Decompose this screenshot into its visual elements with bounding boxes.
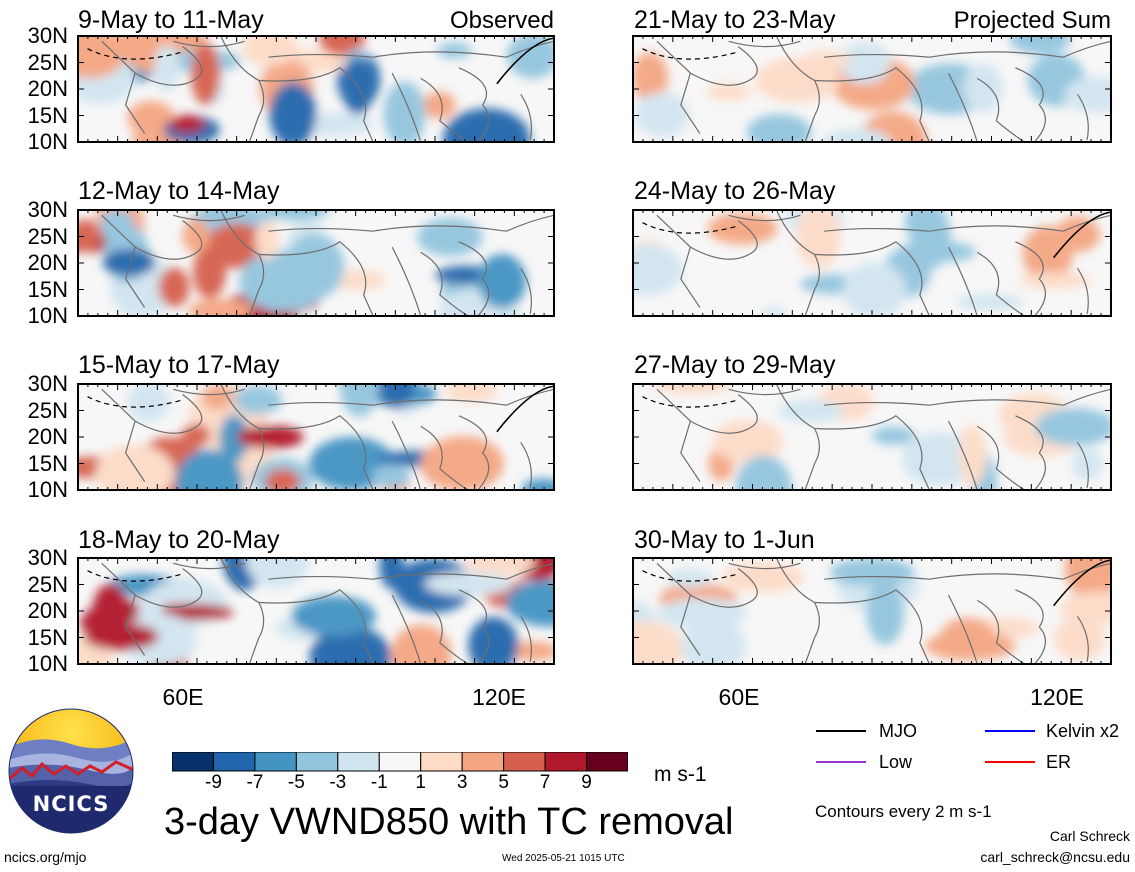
lat-label: 10N [27,651,68,676]
map-panel [632,209,1112,317]
lat-label: 25N [27,571,68,597]
logo-text: NCICS [32,792,110,816]
colorbar-tick-label: -7 [246,772,264,793]
legend-mjo: MJO [879,721,917,741]
panel-title: 18-May to 20-May [78,526,280,554]
map-panel [632,35,1112,143]
lat-label: 10N [27,303,68,328]
lon-label: 60E [718,684,760,710]
lat-label: 15N [27,450,68,476]
legend-swatches-right [985,730,1035,763]
lat-label: 20N [27,424,68,449]
panel-label: Observed [449,7,554,34]
lat-label: 15N [27,624,68,650]
colorbar-tick-label: -1 [370,772,388,793]
colorbar-tick-label: 1 [415,772,426,793]
panel-label: Projected Sum [953,7,1111,34]
map-panel [77,209,555,317]
panel-title: 24-May to 26-May [634,177,836,205]
lat-label: 20N [27,598,68,623]
footer-url: ncics.org/mjo [4,849,87,865]
legend-er: ER [1046,752,1072,772]
lat-label: 15N [27,102,68,128]
colorbar-tick-label: -3 [329,772,347,793]
footer-timestamp: Wed 2025-05-21 1015 UTC [502,853,625,864]
colorbar-tick-label: 9 [581,772,592,793]
map-panel [77,557,555,665]
colorbar-swatch [461,752,505,772]
logo-icon [8,708,134,834]
lon-label: 60E [162,684,204,710]
legend-swatches-left [816,730,866,763]
colorbar-tick-label: -5 [287,772,305,793]
lat-label: 30N [27,197,68,222]
map-panel [632,557,1112,665]
lat-label: 10N [27,129,68,154]
lat-label: 30N [27,545,68,570]
colorbar-swatch [212,752,256,772]
colorbar-tick-label: -9 [205,772,222,793]
footer-email: carl_schreck@ncsu.edu [980,849,1130,865]
colorbar-swatch [172,752,214,772]
panel-title: 30-May to 1-Jun [634,526,815,554]
colorbar-swatch [378,752,422,772]
lat-label: 30N [27,23,68,48]
map-panel [632,383,1112,491]
lon-label: 120E [1030,684,1084,710]
map-panel [77,383,555,491]
panel-title: 9-May to 11-May [78,6,264,34]
colorbar-units: m s-1 [654,763,707,786]
colorbar-tick-label: 7 [539,772,551,793]
lon-label: 120E [472,684,526,710]
panel-title: 27-May to 29-May [634,351,836,379]
lat-label: 25N [27,49,68,75]
legend-low: Low [879,752,913,772]
colorbar-swatch [586,752,628,772]
lat-label: 30N [27,371,68,396]
colorbar-swatch [295,752,339,772]
panel-title: 12-May to 14-May [78,177,280,205]
lat-label: 25N [27,223,68,249]
colorbar-tick-label: 5 [498,772,509,793]
colorbar-swatch [254,752,297,772]
colorbar-swatch [337,752,380,772]
colorbar-swatch [503,752,546,772]
lat-label: 20N [27,250,68,275]
contour-note: Contours every 2 m s-1 [815,802,992,821]
colorbar-tick-label: 3 [456,772,468,793]
legend-kelvin: Kelvin x2 [1046,721,1120,741]
main-title: 3-day VWND850 with TC removal [164,801,734,843]
map-panels [77,35,1112,665]
ncics-logo: NCICS [8,708,134,834]
colorbar [172,752,628,772]
lat-label: 20N [27,76,68,101]
map-panel [77,35,555,143]
panel-title: 15-May to 17-May [78,351,280,379]
footer-author: Carl Schreck [1049,828,1130,844]
colorbar-swatch [544,752,588,772]
colorbar-swatch [420,752,463,772]
lat-label: 10N [27,477,68,502]
lat-label: 25N [27,397,68,423]
panel-title: 21-May to 23-May [634,6,836,34]
lat-label: 15N [27,276,68,302]
